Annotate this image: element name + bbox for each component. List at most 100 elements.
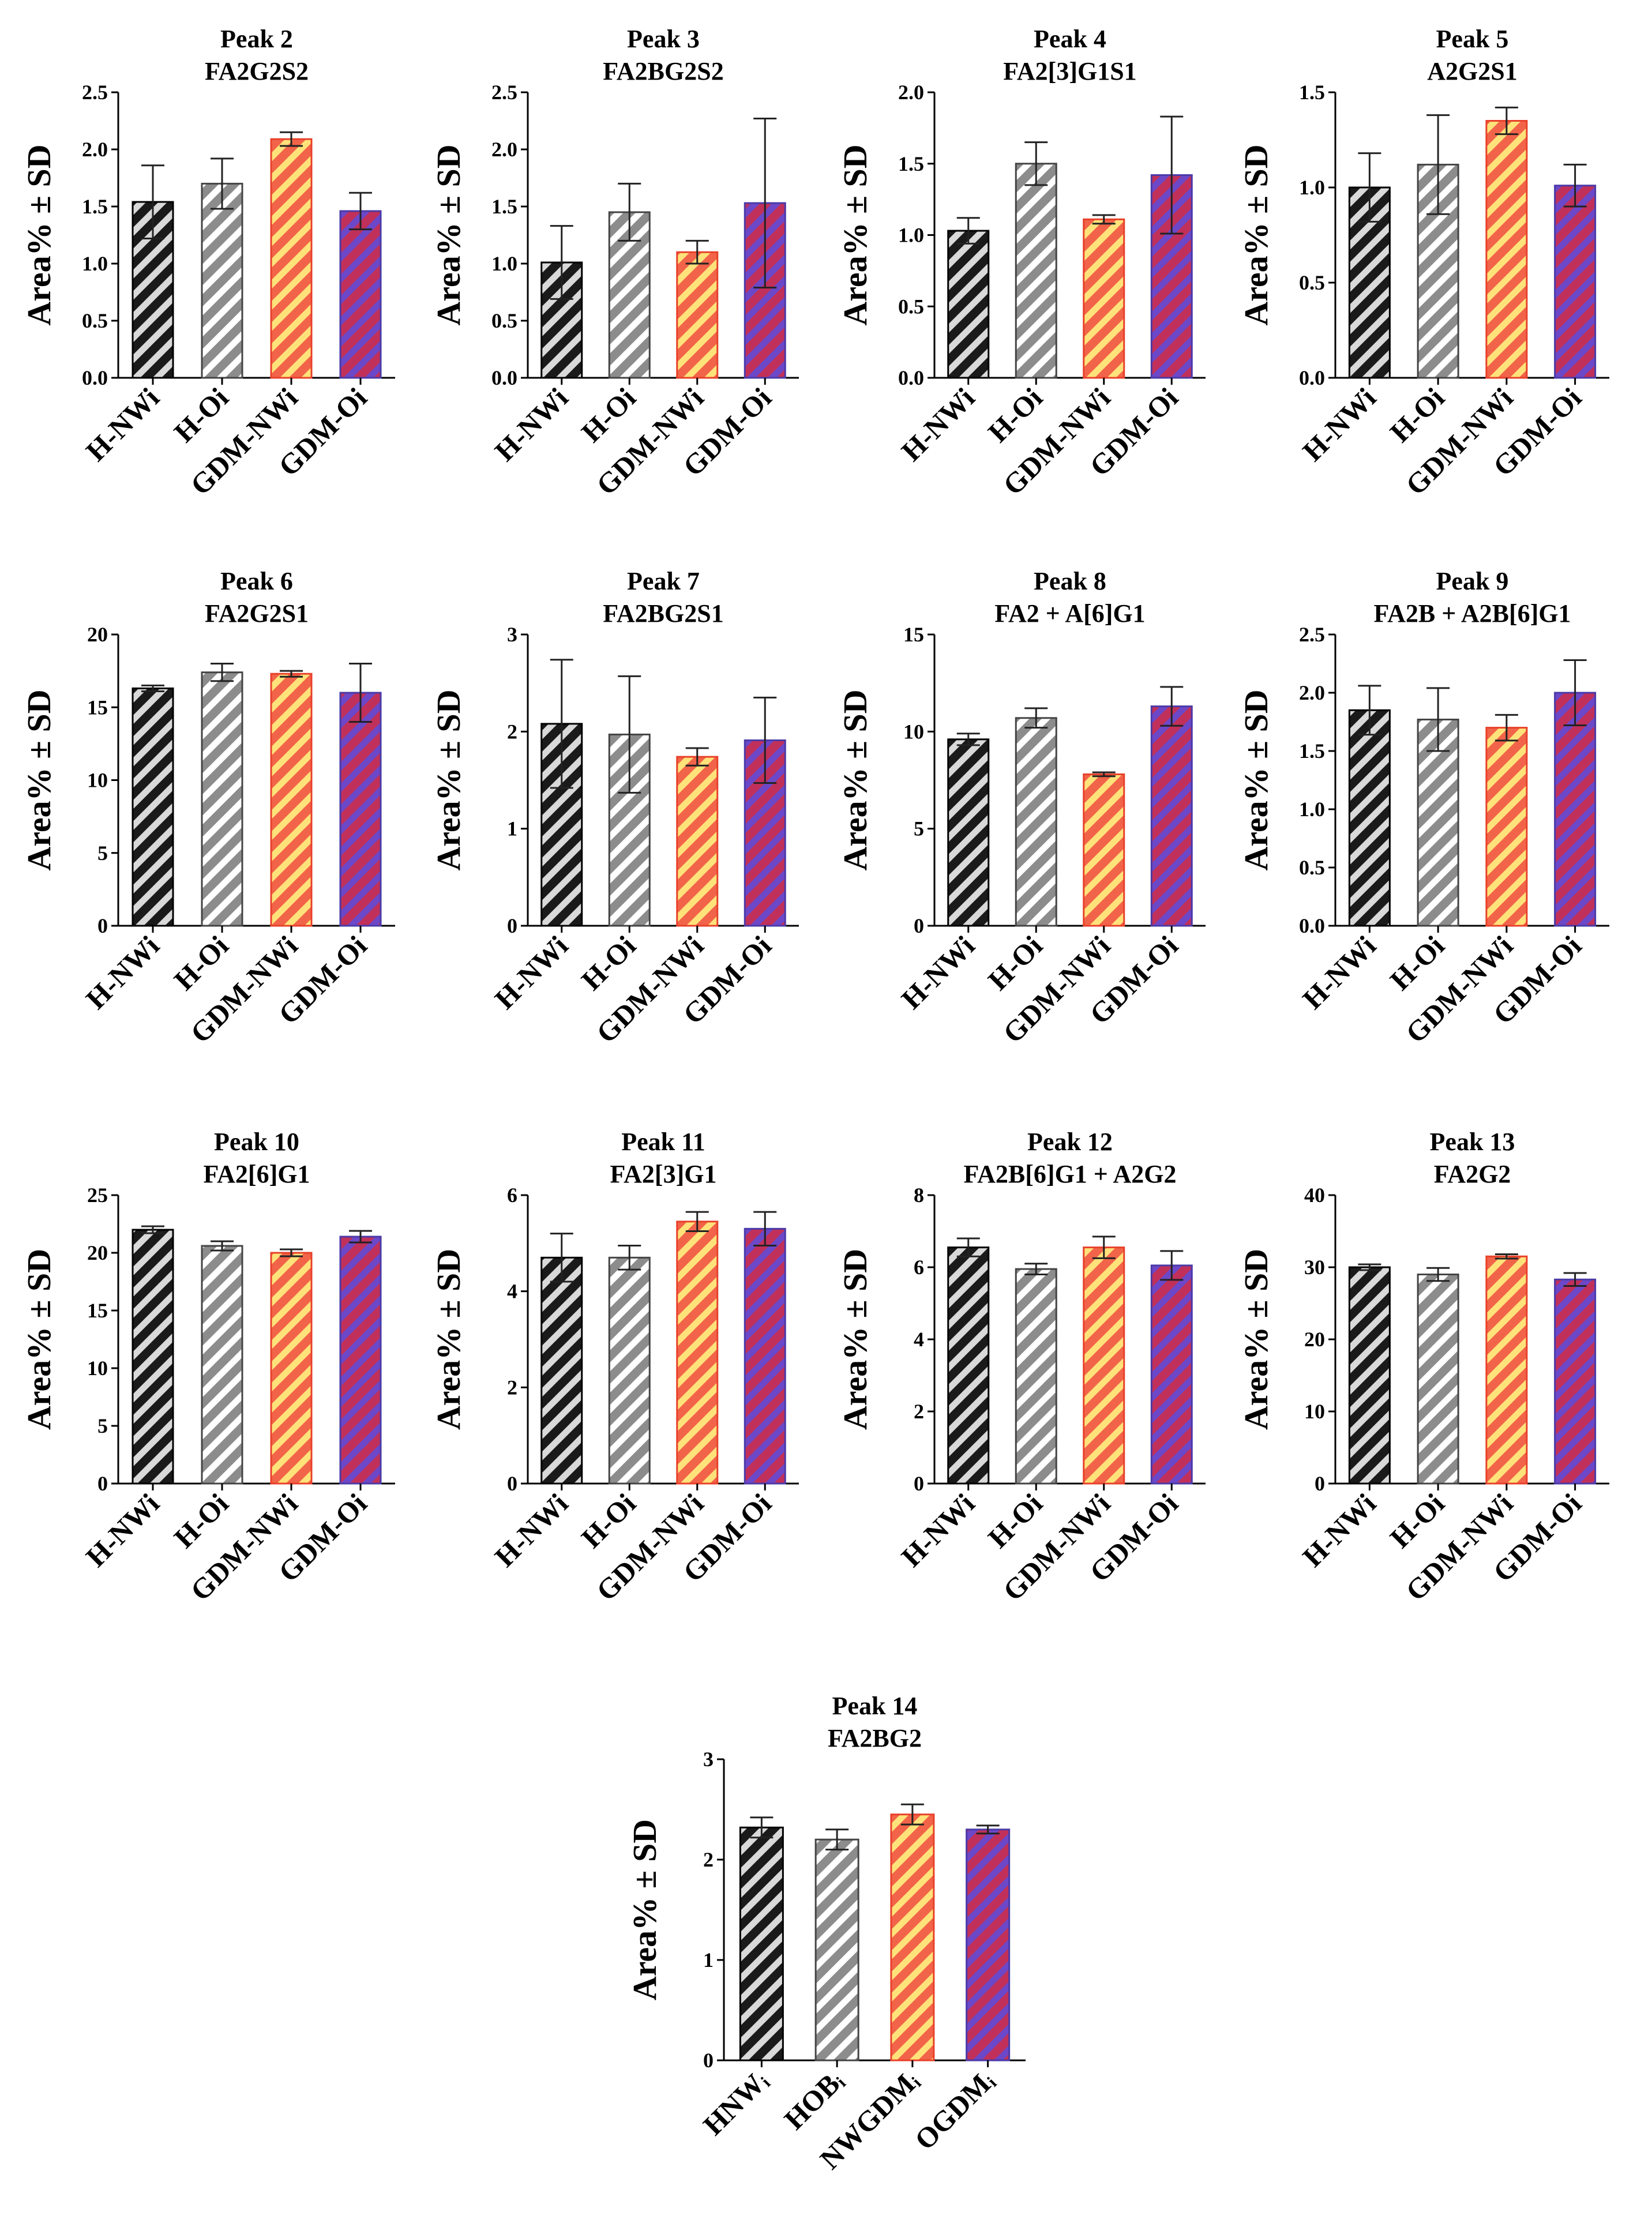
y-tick-label: 2: [507, 1376, 517, 1399]
bar-hnw-: [739, 1826, 784, 2061]
y-tick-label: 20: [87, 623, 108, 646]
chart-peak-12: Peak 12 FA2B[6]G1 + A2G2 Area% ± SD 0 2 4 6 8 H-…: [836, 1128, 1206, 1607]
x-category-label: H-NWi: [489, 929, 575, 1015]
bar-h-nwi: [540, 1256, 583, 1485]
chart-title: Peak 14: [832, 1692, 918, 1720]
bar-h-nwi: [132, 687, 174, 927]
y-tick-label: 10: [87, 1357, 108, 1380]
bar-gdm-nwi: [676, 756, 719, 927]
bar-h-oi: [1015, 1268, 1057, 1485]
x-category-label: HNWᵢ: [697, 2064, 774, 2141]
bar-gdm-nwi: [270, 673, 313, 927]
bar-h-oi: [608, 1256, 651, 1485]
chart-subtitle: FA2BG2S2: [603, 57, 723, 85]
y-tick-label: 10: [1304, 1400, 1325, 1423]
chart-subtitle: FA2G2S1: [205, 599, 309, 628]
y-tick-label: 40: [1304, 1184, 1325, 1207]
y-tick-label: 1.5: [491, 195, 517, 218]
y-tick-label: 15: [87, 696, 108, 719]
chart-peak-4: Peak 4 FA2[3]G1S1 Area% ± SD 0.0 0.5 1.0 1.5 2.…: [836, 25, 1206, 501]
y-tick-label: 1.0: [491, 252, 517, 275]
y-tick-label: 0.5: [1299, 271, 1325, 294]
y-tick-label: 1.5: [898, 152, 924, 175]
chart-subtitle: FA2[6]G1: [204, 1160, 310, 1188]
chart-title: Peak 9: [1436, 567, 1509, 595]
y-tick-label: 1.0: [898, 224, 924, 247]
bar-gdm-nwi: [1485, 1255, 1528, 1485]
y-tick-label: 1.5: [1299, 81, 1325, 104]
y-tick-label: 1: [703, 1948, 714, 1972]
chart-title: Peak 11: [621, 1128, 705, 1156]
y-tick-label: 6: [507, 1184, 517, 1207]
y-tick-label: 1.5: [1299, 739, 1325, 763]
chart-subtitle: FA2BG2S1: [603, 599, 723, 628]
y-tick-label: 20: [1304, 1328, 1325, 1351]
x-category-label: H-NWi: [80, 381, 166, 467]
chart-title: Peak 10: [214, 1128, 299, 1156]
y-tick-label: 15: [87, 1299, 108, 1322]
bar-gdm-nwi: [1083, 1246, 1125, 1485]
bar-h-nwi: [947, 230, 990, 379]
chart-peak-3: Peak 3 FA2BG2S2 Area% ± SD 0.0 0.5 1.0 1.5 2.0 2…: [430, 25, 799, 501]
y-axis-label: Area% ± SD: [626, 1819, 663, 2000]
y-tick-label: 2.0: [1299, 681, 1325, 704]
bar-gdm-nwi: [1083, 773, 1125, 927]
bar-ogdm-: [966, 1828, 1011, 2061]
y-tick-label: 3: [703, 1748, 714, 1771]
chart-title: Peak 2: [220, 25, 293, 53]
y-tick-label: 15: [903, 623, 924, 646]
chart-title: Peak 3: [627, 25, 700, 53]
y-tick-label: 3: [507, 623, 517, 646]
y-tick-label: 2.0: [82, 138, 108, 161]
y-tick-label: 1.0: [82, 252, 108, 275]
y-tick-label: 0.0: [898, 366, 924, 389]
chart-subtitle: A2G2S1: [1427, 57, 1517, 85]
y-axis-label: Area% ± SD: [430, 1249, 467, 1430]
x-category-label: H-NWi: [80, 929, 166, 1015]
bar-gdm-oi: [339, 692, 382, 927]
y-axis-label: Area% ± SD: [20, 1249, 58, 1430]
chart-title: Peak 4: [1034, 25, 1106, 53]
y-tick-label: 25: [87, 1184, 108, 1207]
chart-peak-10: Peak 10 FA2[6]G1 Area% ± SD 0 5 10 15 20 25 H-NWi…: [20, 1128, 395, 1607]
bar-gdm-nwi: [270, 138, 313, 379]
x-category-label: H-NWi: [1296, 381, 1382, 467]
bar-h-nwi: [1348, 1266, 1391, 1485]
y-tick-label: 1.0: [1299, 798, 1325, 821]
chart-title: Peak 12: [1027, 1128, 1113, 1156]
y-tick-label: 0.5: [1299, 856, 1325, 879]
y-tick-label: 0: [1315, 1472, 1325, 1495]
bar-gdm-nwi: [676, 251, 719, 379]
y-axis-label: Area% ± SD: [1237, 689, 1275, 870]
x-category-label: H-NWi: [895, 381, 981, 467]
chart-title: Peak 7: [627, 567, 700, 595]
y-tick-label: 2: [507, 720, 517, 743]
chart-subtitle: FA2G2: [1434, 1160, 1511, 1188]
x-category-label: H-NWi: [895, 1487, 981, 1573]
chart-subtitle: FA2 + A[6]G1: [994, 599, 1145, 628]
y-axis-label: Area% ± SD: [1237, 1249, 1275, 1430]
bar-h-oi: [1015, 163, 1057, 379]
chart-subtitle: FA2B + A2B[6]G1: [1373, 599, 1571, 628]
y-tick-label: 2.5: [82, 81, 108, 104]
y-tick-label: 2.0: [491, 138, 517, 161]
y-tick-label: 0.5: [82, 309, 108, 332]
bar-gdm-nwi: [676, 1221, 719, 1485]
y-tick-label: 5: [97, 1414, 108, 1437]
y-tick-label: 0.0: [491, 366, 517, 389]
bar-gdm-oi: [1150, 1264, 1193, 1485]
chart-title: Peak 5: [1436, 25, 1509, 53]
bar-h-nwi: [947, 738, 990, 927]
y-tick-label: 4: [507, 1280, 517, 1303]
bar-gdm-nwi: [1485, 120, 1528, 379]
y-axis-label: Area% ± SD: [836, 1249, 874, 1430]
x-category-label: H-NWi: [1296, 1487, 1382, 1573]
y-tick-label: 0: [97, 1472, 108, 1495]
y-tick-label: 2.5: [1299, 623, 1325, 646]
y-tick-label: 0: [914, 914, 924, 937]
y-tick-label: 0: [97, 914, 108, 937]
x-category-label: H-NWi: [895, 929, 981, 1015]
y-tick-label: 0.0: [1299, 914, 1325, 937]
